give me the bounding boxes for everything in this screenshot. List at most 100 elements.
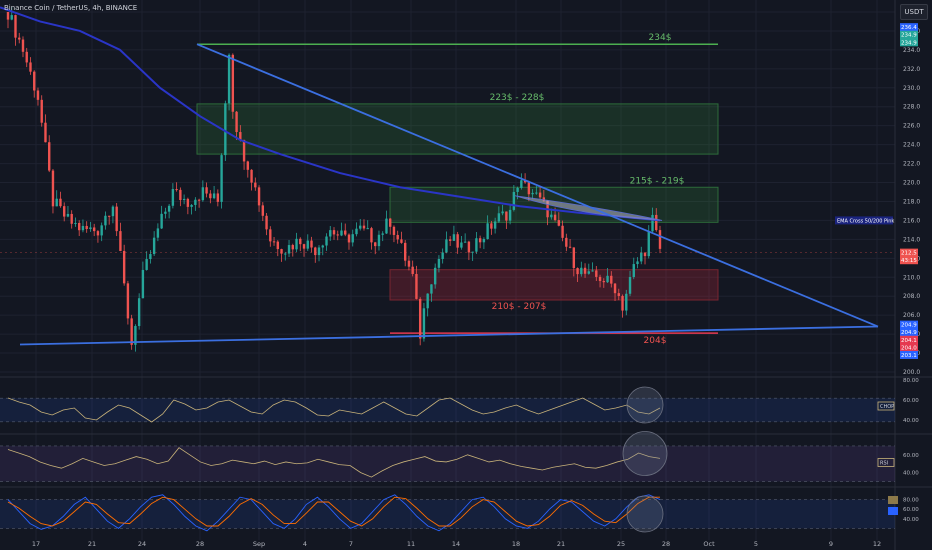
candle-body <box>400 239 403 243</box>
ema-value-a-bg <box>900 23 918 32</box>
candle-body <box>613 283 617 294</box>
candle-body <box>205 187 208 194</box>
pane-y-tick: 80.00 <box>903 498 919 504</box>
candle-body <box>269 229 272 242</box>
candle-body <box>467 241 471 253</box>
candle-body <box>227 54 231 104</box>
rsi-line <box>7 447 661 478</box>
y-tick-label: 214.0 <box>903 236 920 243</box>
x-tick-label: 14 <box>452 540 460 548</box>
candle-body <box>561 225 564 238</box>
candle-body <box>179 189 182 201</box>
candle-body <box>385 218 388 234</box>
candle-body <box>336 234 339 236</box>
y-tick-label: 224.0 <box>903 142 920 149</box>
candle-body <box>299 238 302 245</box>
pane-y-tick: 60.00 <box>903 453 919 459</box>
candle-body <box>246 161 250 170</box>
candle-body <box>628 277 632 294</box>
pane-tag-box <box>877 458 895 467</box>
indicator-label: EMA Cross 50/200 Pink <box>837 218 894 224</box>
currency-button[interactable]: USDT <box>900 4 928 20</box>
candle-body <box>583 267 587 274</box>
candle-body <box>437 258 441 268</box>
level-label: 204$ <box>644 336 667 346</box>
ema-value-c-bg <box>900 38 918 47</box>
candle-body <box>182 198 186 201</box>
x-tick-label: 28 <box>662 540 670 548</box>
candle-body <box>606 275 609 283</box>
candle-body <box>216 193 220 202</box>
highlight-circle <box>622 431 668 476</box>
candle-body <box>92 227 96 232</box>
candle-body <box>66 213 70 217</box>
pane-y-tick: 60.00 <box>903 507 919 513</box>
candle-body <box>325 236 328 246</box>
candle-body <box>70 213 73 224</box>
x-tick-label: Sep <box>253 540 265 548</box>
candle-body <box>448 239 452 241</box>
candle-body <box>475 238 478 252</box>
candle-body <box>291 245 294 250</box>
trend-value-a-bg <box>900 320 918 329</box>
pane-y-tick: 80.00 <box>903 378 919 384</box>
symbol-title[interactable]: Binance Coin / TetherUS, 4h, BINANCE <box>4 4 138 12</box>
candle-body <box>36 90 40 100</box>
candle-body <box>194 199 197 205</box>
candle-body <box>321 245 324 248</box>
candle-body <box>100 225 103 236</box>
candle-body <box>284 253 287 255</box>
candle-body <box>302 244 306 249</box>
pane-tag: RSI <box>880 461 888 467</box>
level-value-c-bg <box>900 335 918 344</box>
candle-body <box>306 240 309 249</box>
candle-body <box>104 215 107 226</box>
last-price-label: 212.5 <box>901 251 917 257</box>
indicator-label-bg <box>835 216 893 225</box>
candle-body <box>14 15 17 38</box>
candle-body <box>366 228 369 230</box>
candle-body <box>407 260 411 267</box>
candle-body <box>10 15 13 20</box>
candle-body <box>595 270 598 277</box>
candle-body <box>621 295 624 311</box>
highlight-circle <box>626 386 664 424</box>
candle-body <box>122 250 126 284</box>
candle-body <box>542 197 546 201</box>
candle-body <box>478 238 482 243</box>
zone-label: 210$ - 207$ <box>492 302 547 312</box>
x-tick-label: 21 <box>88 540 96 548</box>
candle-body <box>314 247 317 256</box>
pane-band <box>0 398 895 422</box>
candle-body <box>362 225 366 229</box>
candle-body <box>40 99 43 123</box>
candle-body <box>403 242 407 261</box>
pane-y-tick: 40.00 <box>903 471 919 477</box>
candle-body <box>572 247 576 269</box>
candle-body <box>44 122 47 143</box>
candle-body <box>265 215 268 230</box>
candle-body <box>355 228 358 235</box>
candle-body <box>160 213 163 229</box>
candle-body <box>77 222 81 231</box>
candle-body <box>250 169 253 183</box>
candle-body <box>486 223 489 240</box>
candle-body <box>18 37 21 40</box>
level-label: 234$ <box>649 33 672 43</box>
candle-body <box>655 214 658 231</box>
candle-body <box>257 187 261 206</box>
candle-body <box>610 275 613 284</box>
candle-body <box>445 239 448 253</box>
candle-body <box>340 230 343 236</box>
y-tick-label: 234.0 <box>903 47 920 54</box>
pane-band <box>0 445 895 482</box>
pane-tag: CHOP <box>880 404 894 410</box>
ema-value-c: 234.9 <box>901 40 917 46</box>
y-tick-label: 218.0 <box>903 198 920 205</box>
candle-body <box>190 204 193 207</box>
candle-body <box>538 192 542 198</box>
candle-body <box>254 182 257 188</box>
candle-body <box>329 230 332 237</box>
candle-body <box>212 193 216 199</box>
x-tick-label: 17 <box>32 540 40 548</box>
